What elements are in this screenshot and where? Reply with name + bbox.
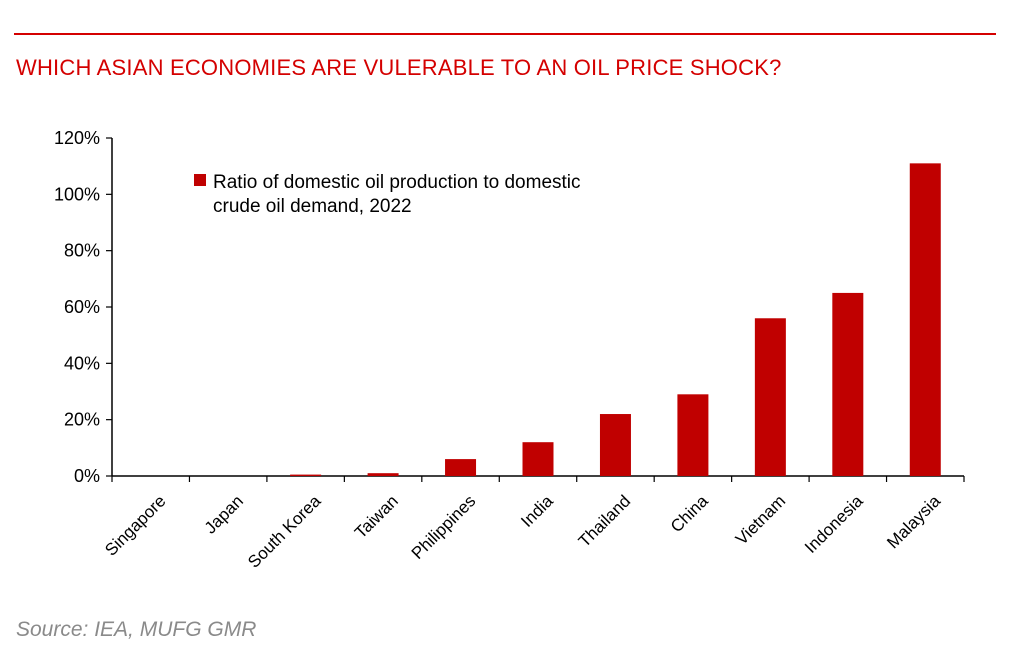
x-tick-label: Vietnam	[732, 491, 789, 548]
bar-malaysia	[909, 163, 941, 476]
y-tick-label: 0%	[74, 466, 100, 486]
y-tick-label: 120%	[54, 128, 100, 148]
legend-label: crude oil demand, 2022	[213, 196, 412, 217]
x-tick-label: Japan	[201, 491, 247, 537]
y-tick-label: 100%	[54, 184, 100, 204]
x-tick-label: Singapore	[101, 491, 169, 559]
legend-swatch	[194, 174, 206, 186]
x-tick-label: India	[517, 491, 557, 531]
x-tick-label: Thailand	[575, 491, 635, 551]
top-rule	[14, 33, 996, 35]
bar-philippines	[445, 459, 477, 476]
x-tick-label: Philippines	[408, 491, 480, 563]
bar-south-korea	[290, 474, 322, 476]
y-tick-label: 20%	[64, 410, 100, 430]
bar-thailand	[599, 414, 631, 476]
x-tick-label: China	[667, 491, 712, 536]
chart-title: WHICH ASIAN ECONOMIES ARE VULERABLE TO A…	[16, 55, 782, 80]
y-tick-label: 40%	[64, 353, 100, 373]
x-tick-label: Indonesia	[801, 491, 867, 557]
bar-vietnam	[754, 318, 786, 476]
bar-india	[522, 442, 554, 476]
y-tick-label: 60%	[64, 297, 100, 317]
bar-taiwan	[367, 473, 399, 476]
source-note: Source: IEA, MUFG GMR	[16, 618, 257, 641]
bar-china	[677, 394, 709, 476]
legend-label: Ratio of domestic oil production to dome…	[213, 172, 581, 193]
y-tick-label: 80%	[64, 241, 100, 261]
x-tick-label: South Korea	[244, 491, 325, 572]
x-tick-label: Taiwan	[351, 491, 402, 542]
bar-indonesia	[832, 292, 864, 476]
bar-chart: 0% 20% 40% 60% 80% 100% 120% Singapore JapanSout…	[54, 128, 965, 572]
x-tick-label: Malaysia	[883, 491, 944, 552]
